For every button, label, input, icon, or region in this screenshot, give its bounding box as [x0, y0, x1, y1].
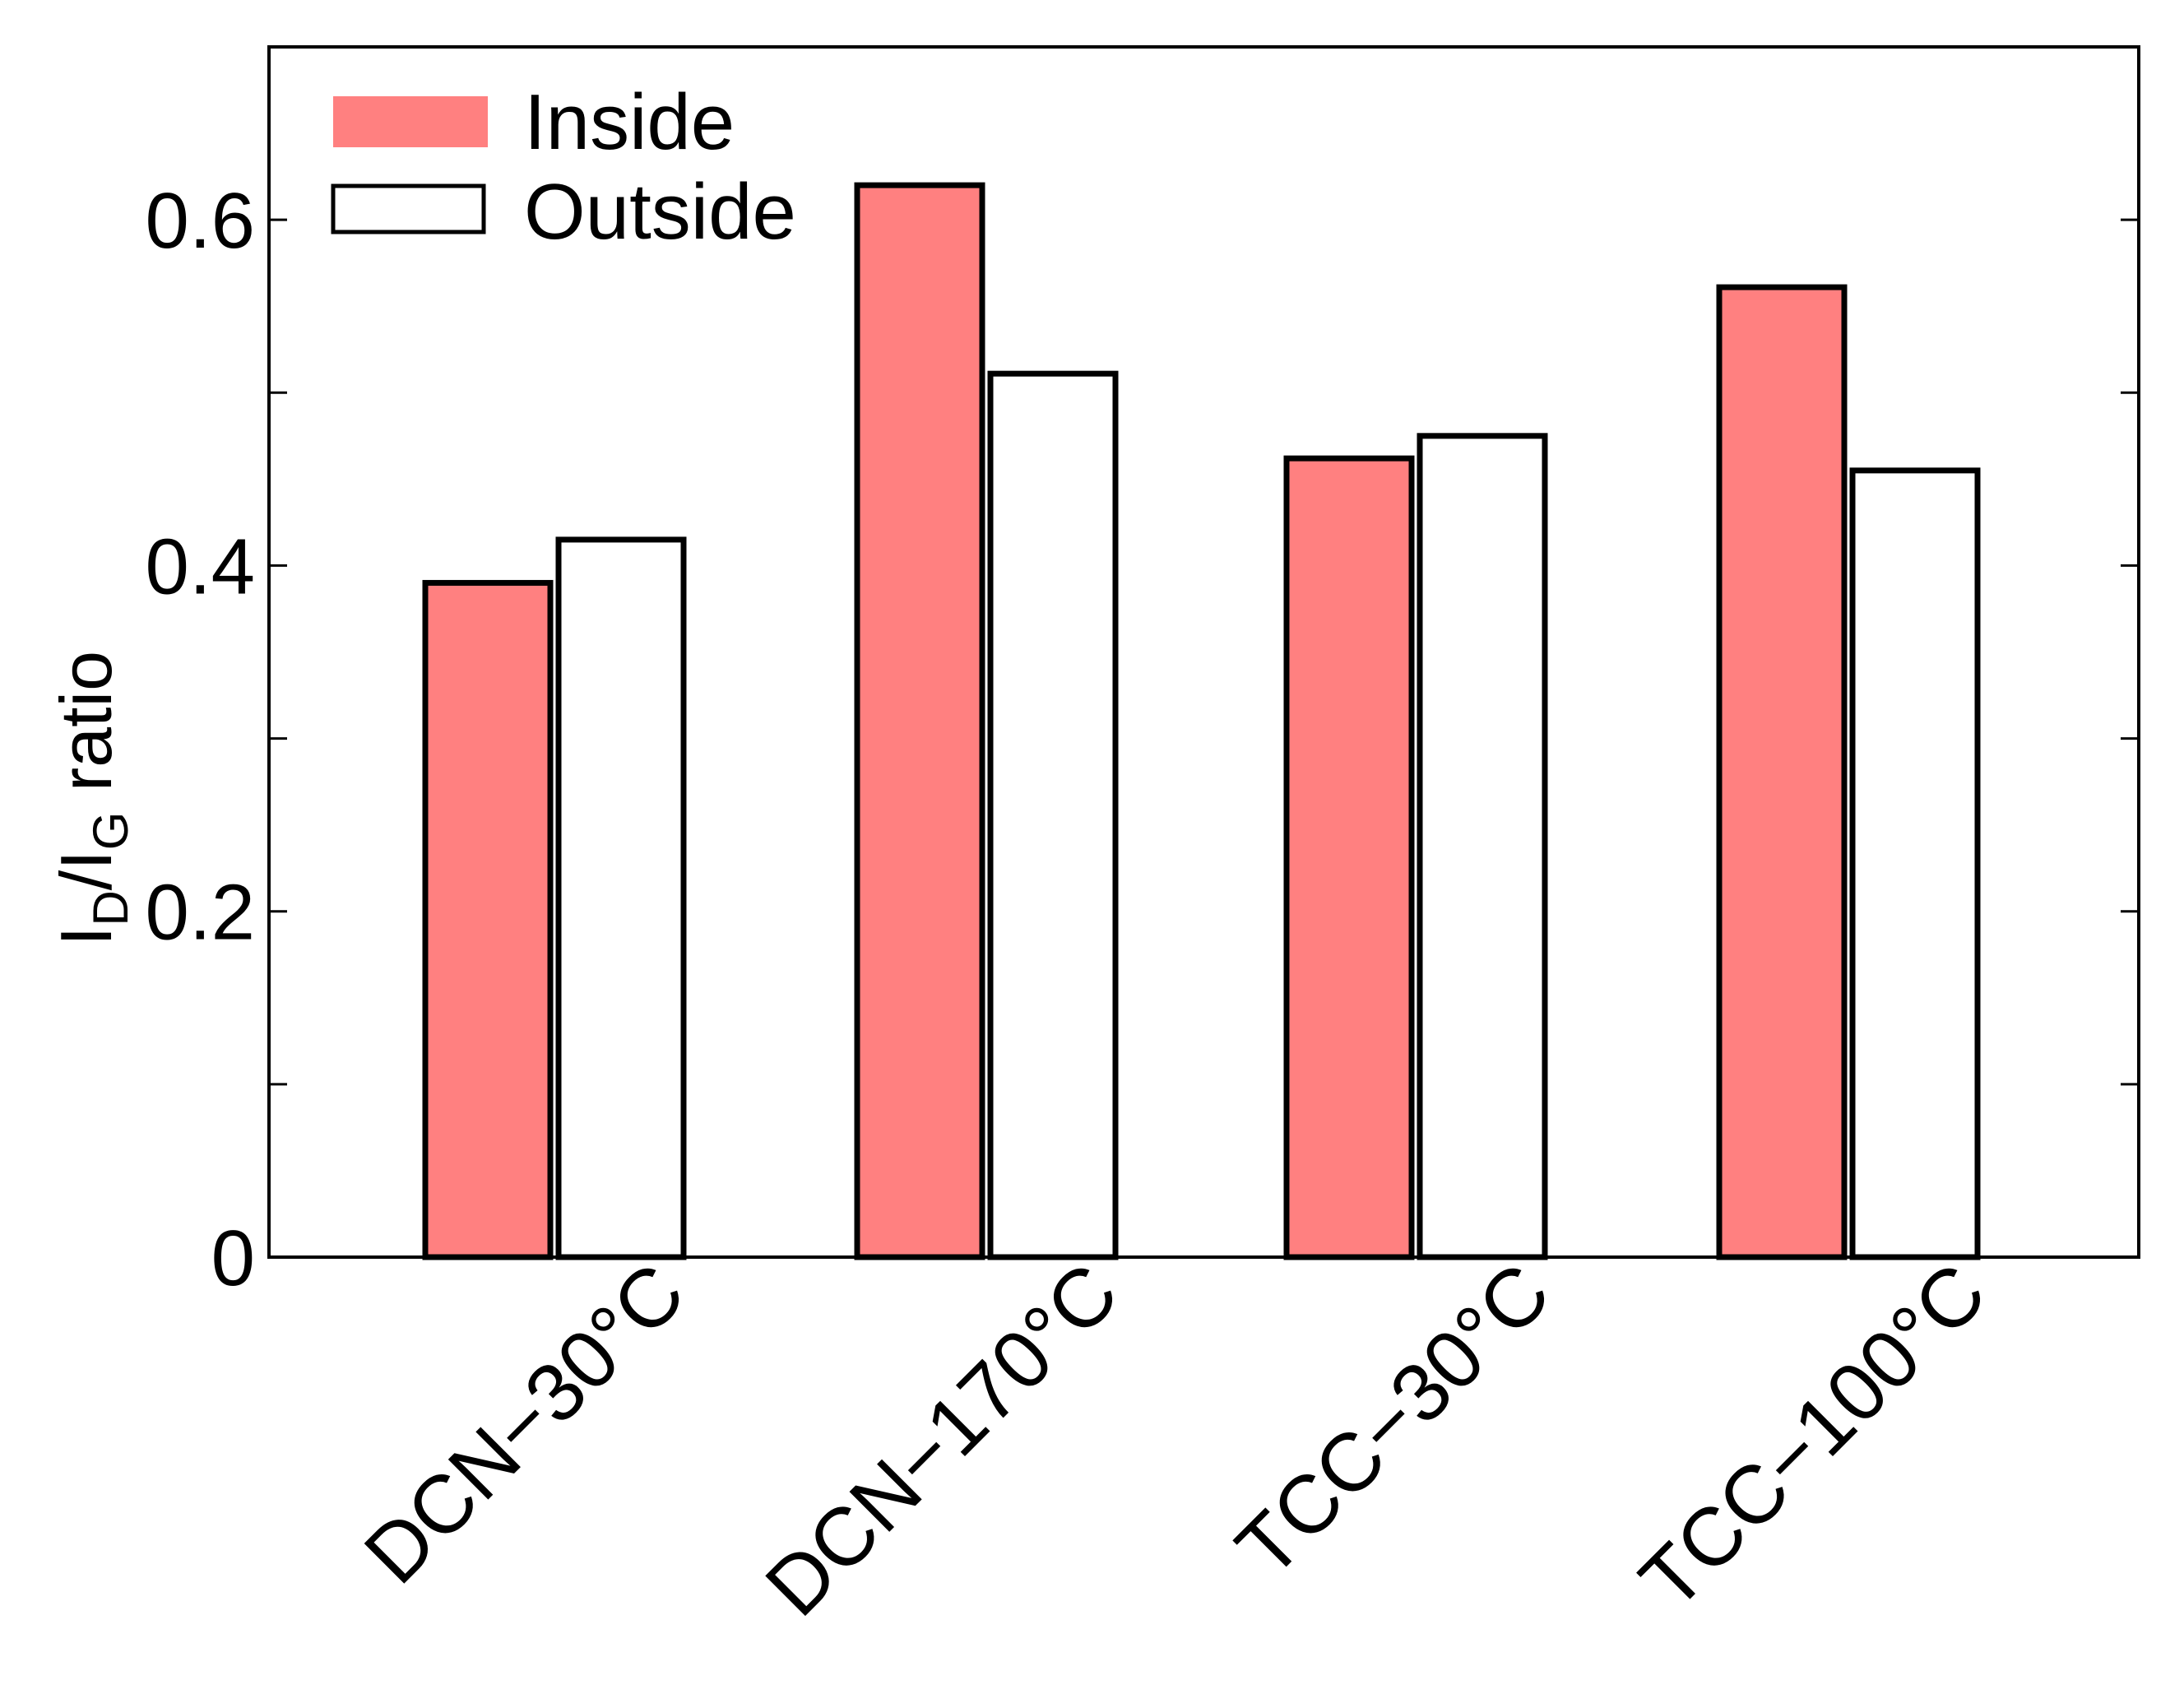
- y-axis-label: ID/IG ratio: [45, 651, 138, 946]
- y-tick-label-0: 0: [211, 1214, 255, 1302]
- legend: Inside Outside: [331, 78, 796, 256]
- bar-inside-0: [422, 579, 554, 1260]
- bar-inside-1: [854, 182, 985, 1260]
- y-tick-label-1: 0.2: [146, 869, 255, 957]
- y-tick-label-3: 0.6: [146, 177, 255, 265]
- bar-inside-2: [1283, 455, 1415, 1260]
- y-label-suffix: ratio: [45, 651, 127, 812]
- bar-outside-0: [555, 536, 687, 1260]
- x-tick-label-1: DCN−170°C: [749, 1246, 1136, 1633]
- bar-outside-1: [987, 370, 1119, 1260]
- legend-swatch-inside: [333, 96, 488, 147]
- y-label-sub-d: D: [83, 890, 138, 926]
- y-tick-labels: 0 0.2 0.4 0.6: [146, 177, 255, 1302]
- x-tick-label-2: TCC−30°C: [1219, 1246, 1568, 1594]
- plot-frame: [267, 45, 2140, 1259]
- legend-label-outside: Outside: [524, 168, 796, 256]
- bars-layer: [422, 182, 1981, 1260]
- bar-outside-3: [1849, 467, 1981, 1260]
- x-tick-label-3: TCC−100°C: [1622, 1246, 2003, 1627]
- y-label-sub-g: G: [83, 812, 138, 851]
- bar-inside-3: [1716, 284, 1848, 1260]
- y-label-i: I: [45, 926, 127, 946]
- x-tick-label-0: DCN−30°C: [347, 1246, 702, 1601]
- x-tick-labels: DCN−30°C DCN−170°C TCC−30°C TCC−100°C: [347, 1246, 2004, 1633]
- legend-swatch-outside: [331, 183, 486, 234]
- y-label-slash-i: /I: [45, 850, 127, 890]
- legend-label-inside: Inside: [524, 78, 735, 166]
- ticks-layer: [269, 218, 2139, 1086]
- y-tick-label-2: 0.4: [146, 522, 255, 610]
- bar-outside-2: [1417, 433, 1548, 1260]
